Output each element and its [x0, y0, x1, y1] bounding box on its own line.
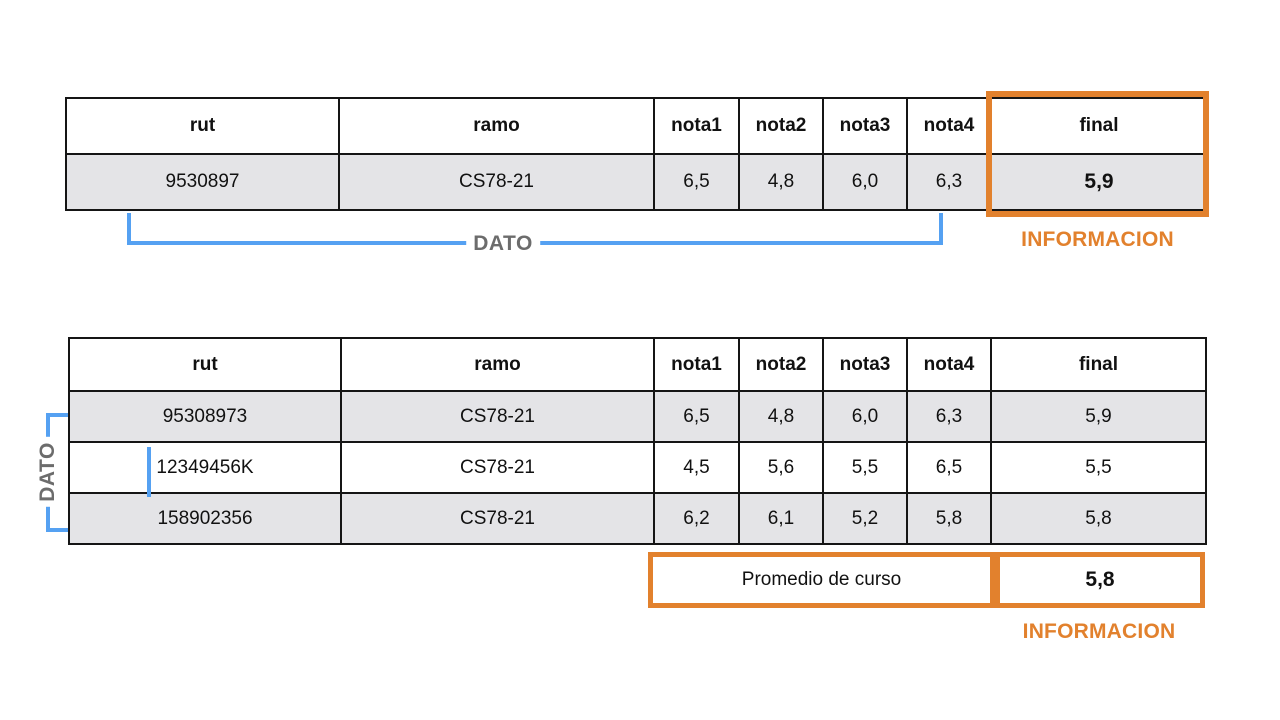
cell-nota1: 4,5: [653, 441, 740, 494]
cell-rut: 12349456K: [68, 441, 342, 494]
header-cell-rut: rut: [65, 97, 340, 155]
cell-final: 5,9: [990, 390, 1207, 443]
cell-nota2: 5,6: [738, 441, 824, 494]
header-cell-rut: rut: [68, 337, 342, 392]
course-average-label-box: Promedio de curso: [648, 552, 995, 608]
informacion-label-bottom: INFORMACION: [1022, 620, 1176, 643]
cell-rut: 95308973: [68, 390, 342, 443]
header-cell-nota3: nota3: [822, 337, 908, 392]
bracket-bottom-arm: [46, 528, 68, 532]
header-cell-final: final: [990, 337, 1207, 392]
bracket-left-riser: [127, 213, 131, 245]
cell-nota2: 6,1: [738, 492, 824, 545]
header-cell-nota4: nota4: [906, 337, 992, 392]
cell-final: 5,8: [990, 492, 1207, 545]
grades-table-single: rut ramo nota1 nota2 nota3 nota4 final 9…: [65, 97, 1208, 211]
header-cell-ramo: ramo: [338, 97, 655, 155]
header-cell-nota3: nota3: [822, 97, 908, 155]
cell-final: 5,5: [990, 441, 1207, 494]
cell-nota1: 6,5: [653, 390, 740, 443]
cell-nota4: 5,8: [906, 492, 992, 545]
cell-nota4: 6,3: [906, 390, 992, 443]
header-cell-nota2: nota2: [738, 337, 824, 392]
bracket-right-riser: [939, 213, 943, 245]
bracket-top-arm: [46, 413, 68, 417]
table-header-row: rut ramo nota1 nota2 nota3 nota4 final: [65, 97, 1208, 155]
course-average-label: Promedio de curso: [741, 569, 902, 590]
table-header-row: rut ramo nota1 nota2 nota3 nota4 final: [68, 337, 1207, 392]
header-cell-nota1: nota1: [653, 97, 740, 155]
cell-nota2: 4,8: [738, 390, 824, 443]
table-row: 158902356 CS78-21 6,2 6,1 5,2 5,8 5,8: [68, 492, 1207, 545]
cell-rut: 9530897: [65, 153, 340, 211]
header-cell-nota2: nota2: [738, 97, 824, 155]
cell-nota3: 5,5: [822, 441, 908, 494]
cell-nota3: 5,2: [822, 492, 908, 545]
cell-ramo: CS78-21: [340, 492, 655, 545]
table-row: 95308973 CS78-21 6,5 4,8 6,0 6,3 5,9: [68, 390, 1207, 443]
cell-ramo: CS78-21: [340, 390, 655, 443]
cell-nota3: 6,0: [822, 390, 908, 443]
cell-nota1: 6,5: [653, 153, 740, 211]
cell-ramo: CS78-21: [340, 441, 655, 494]
cell-ramo: CS78-21: [338, 153, 655, 211]
course-average-value: 5,8: [1085, 568, 1115, 591]
course-average-value-box: 5,8: [995, 552, 1205, 608]
text-caret-line: [147, 447, 151, 497]
grades-table-course: rut ramo nota1 nota2 nota3 nota4 final 9…: [68, 337, 1207, 545]
cell-nota3: 6,0: [822, 153, 908, 211]
cell-nota4: 6,5: [906, 441, 992, 494]
informacion-label-top: INFORMACION: [1021, 228, 1174, 251]
table-row: 12349456K CS78-21 4,5 5,6 5,5 6,5 5,5: [68, 441, 1207, 494]
cell-rut: 158902356: [68, 492, 342, 545]
header-cell-final: final: [990, 97, 1208, 155]
cell-nota4: 6,3: [906, 153, 992, 211]
header-cell-ramo: ramo: [340, 337, 655, 392]
header-cell-nota4: nota4: [906, 97, 992, 155]
cell-final: 5,9: [990, 153, 1208, 211]
cell-nota2: 4,8: [738, 153, 824, 211]
table-row: 9530897 CS78-21 6,5 4,8 6,0 6,3 5,9: [65, 153, 1208, 211]
cell-nota1: 6,2: [653, 492, 740, 545]
header-cell-nota1: nota1: [653, 337, 740, 392]
